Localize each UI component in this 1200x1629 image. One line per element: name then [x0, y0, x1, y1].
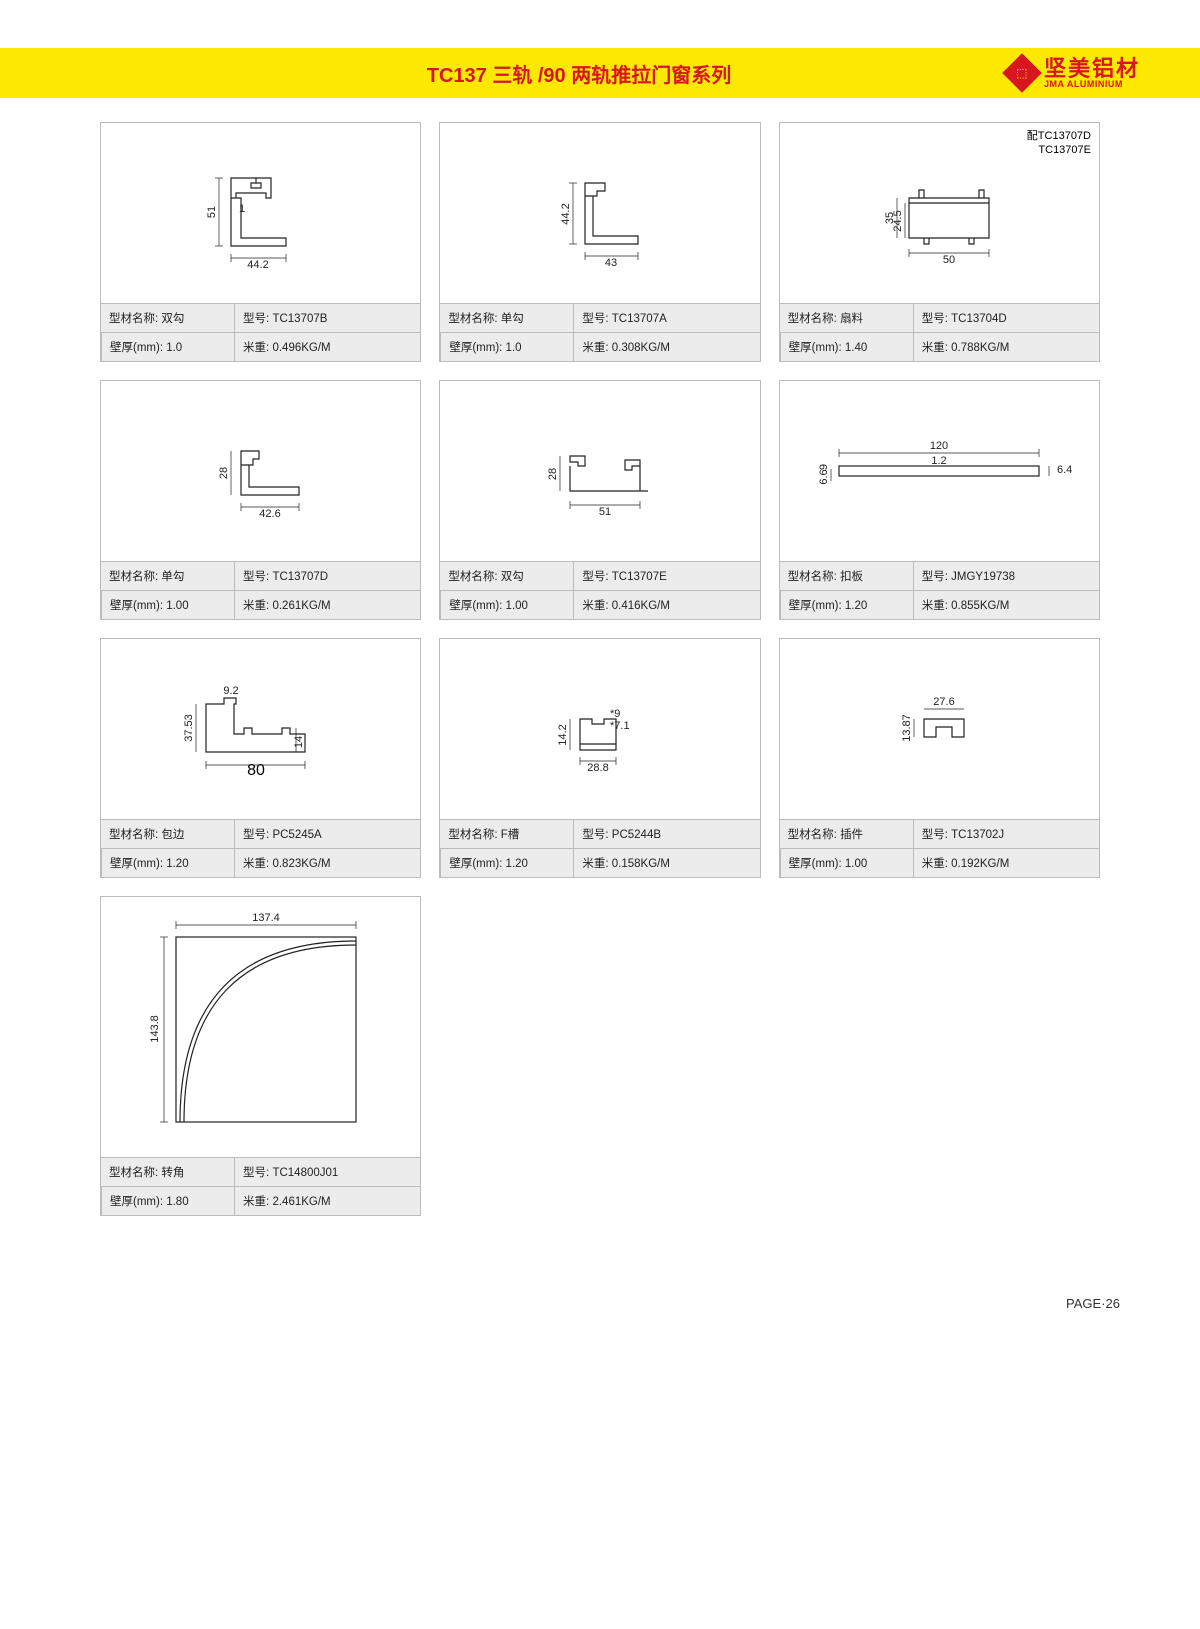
- svg-text:1: 1: [239, 203, 245, 215]
- profile-card: 44.2 43 型材名称: 单勾 型号: TC13707A 壁厚(mm): 1.…: [439, 122, 760, 362]
- profile-card: 28 51 型材名称: 双勾 型号: TC13707E 壁厚(mm): 1.00…: [439, 380, 760, 620]
- svg-text:14: 14: [293, 736, 305, 748]
- svg-text:50: 50: [943, 254, 955, 266]
- svg-text:28.8: 28.8: [587, 762, 608, 774]
- profile-card: 27.6 13.87 型材名称: 插件 型号: TC13702J 壁厚(mm):…: [779, 638, 1100, 878]
- svg-text:*9: *9: [610, 708, 620, 720]
- profile-card: 28 42.6 型材名称: 单勾 型号: TC13707D 壁厚(mm): 1.…: [100, 380, 421, 620]
- logo-en: JMA ALUMINIUM: [1044, 80, 1140, 89]
- svg-text:42.6: 42.6: [259, 508, 280, 520]
- svg-text:43: 43: [605, 257, 617, 269]
- page-footer: PAGE·26: [0, 1236, 1200, 1331]
- svg-text:143.8: 143.8: [149, 1015, 161, 1043]
- svg-text:*7.1: *7.1: [610, 720, 630, 732]
- profile-card: 9.2 37.53 14 80 型材名称: 包边 型号: PC5245A 壁厚(…: [100, 638, 421, 878]
- profile-card: 137.4 143.8 型材名称: 转角 型号: TC14800J01 壁厚(m…: [100, 896, 421, 1216]
- svg-text:6.6: 6.6: [818, 469, 830, 484]
- spec-label: 型材名称: 双勾: [101, 303, 234, 332]
- page-title: TC137 三轨 /90 两轨推拉门窗系列: [150, 59, 1008, 88]
- svg-text:6.4: 6.4: [1057, 464, 1072, 476]
- svg-text:1.2: 1.2: [932, 455, 947, 467]
- svg-text:51: 51: [206, 206, 218, 218]
- svg-text:44.2: 44.2: [560, 203, 572, 224]
- svg-text:80: 80: [247, 762, 265, 779]
- profile-card: *9 *7.1 14.2 28.8 型材名称: F槽 型号: PC5244B 壁…: [439, 638, 760, 878]
- svg-text:44.2: 44.2: [247, 259, 268, 271]
- logo-icon: ⬚: [1002, 53, 1042, 93]
- logo: ⬚ 坚美铝材 JMA ALUMINIUM: [1008, 58, 1140, 89]
- svg-text:28: 28: [547, 468, 559, 480]
- svg-text:13.87: 13.87: [901, 714, 913, 742]
- profile-card: 120 1.2 6.4 6.6 9 型材名称: 扣板 型号: JMGY19738…: [779, 380, 1100, 620]
- svg-text:120: 120: [930, 440, 948, 452]
- profile-note: 配TC13707D TC13707E: [1027, 129, 1091, 158]
- svg-text:137.4: 137.4: [252, 912, 280, 924]
- spec-value: 型号: TC13707B: [234, 303, 420, 332]
- profile-card: 配TC13707D TC13707E 35 24.5 50 型材名称: 扇料 型…: [779, 122, 1100, 362]
- spec-label: 壁厚(mm): 1.0: [101, 332, 234, 361]
- spec-value: 米重: 0.496KG/M: [234, 332, 420, 361]
- svg-text:51: 51: [599, 506, 611, 518]
- svg-text:9.2: 9.2: [223, 685, 238, 697]
- svg-text:9: 9: [818, 464, 830, 470]
- svg-text:37.53: 37.53: [183, 714, 195, 742]
- profile-card: 51 1 44.2 型材名称: 双勾 型号: TC13707B 壁厚(mm): …: [100, 122, 421, 362]
- logo-cn: 坚美铝材: [1044, 58, 1140, 80]
- header-bar: TC137 三轨 /90 两轨推拉门窗系列 ⬚ 坚美铝材 JMA ALUMINI…: [0, 48, 1200, 98]
- profile-grid: 51 1 44.2 型材名称: 双勾 型号: TC13707B 壁厚(mm): …: [0, 98, 1200, 1236]
- svg-text:28: 28: [218, 467, 230, 479]
- svg-text:24.5: 24.5: [892, 210, 904, 231]
- svg-text:14.2: 14.2: [557, 724, 569, 745]
- svg-text:27.6: 27.6: [934, 696, 955, 708]
